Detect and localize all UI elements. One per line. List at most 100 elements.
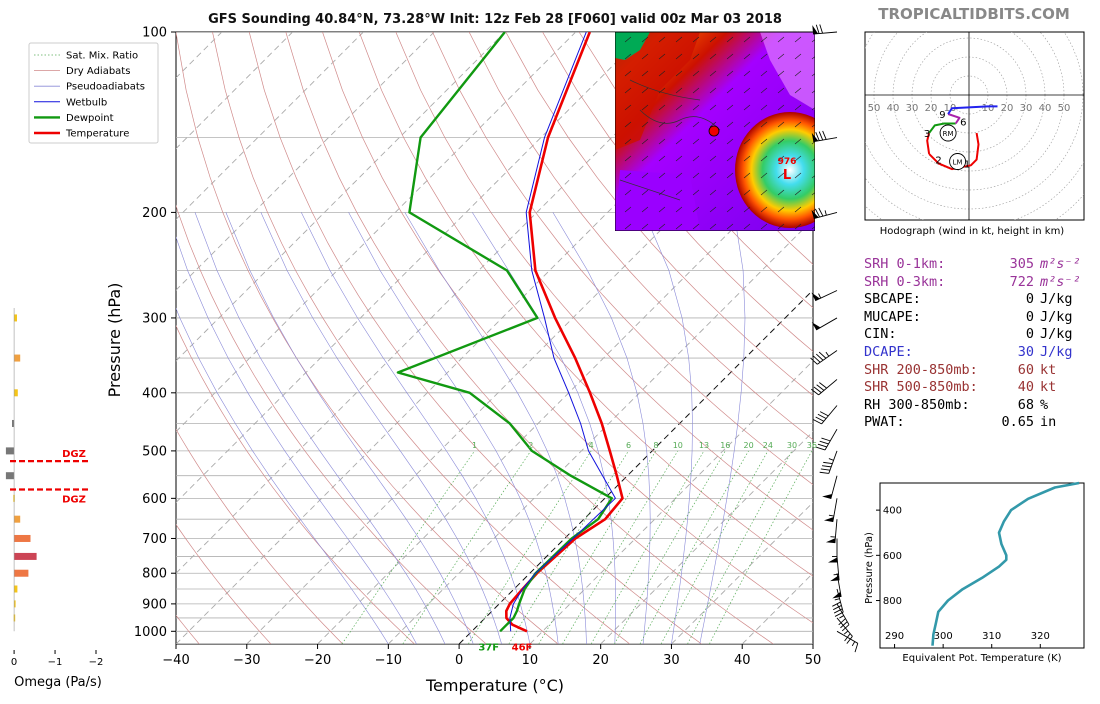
stat-value: 30 — [996, 344, 1034, 362]
wind-barb — [837, 604, 849, 631]
stat-value: 60 — [996, 362, 1034, 380]
y-tick-label: 100 — [142, 26, 167, 41]
hodograph-ring-label: 20 — [925, 103, 938, 114]
theta-e-x-tick-label: 310 — [982, 631, 1001, 642]
y-tick-label: 500 — [142, 444, 167, 459]
y-tick-label: 1000 — [134, 625, 167, 640]
hodograph-height-label: 9 — [939, 110, 945, 121]
hodograph-height-label: 2 — [935, 156, 941, 167]
omega-bar — [12, 420, 14, 427]
mixing-ratio-label: 16 — [720, 441, 730, 450]
stat-label: SRH 0-3km: — [864, 274, 996, 292]
omega-tick-label: −1 — [48, 657, 63, 668]
legend-label: Dewpoint — [66, 113, 114, 124]
x-tick-label: −20 — [304, 653, 331, 668]
y-axis-label: Pressure (hPa) — [105, 283, 124, 398]
mixing-ratio-label: 30 — [787, 441, 797, 450]
stat-unit: J/kg — [1040, 309, 1073, 325]
stat-label: CIN: — [864, 326, 996, 344]
omega-tick-label: −2 — [89, 657, 104, 668]
wind-barb — [824, 498, 837, 522]
hodograph-height-label: 3 — [924, 129, 930, 140]
hodograph-ring-label: 50 — [1058, 103, 1071, 114]
stat-value: 40 — [996, 379, 1034, 397]
theta-e-x-tick-label: 300 — [934, 631, 953, 642]
omega-bar — [14, 516, 20, 523]
mixing-ratio-label: 10 — [673, 441, 683, 450]
dgz-label: DGZ — [62, 495, 86, 506]
wind-barb — [811, 379, 837, 394]
omega-bar — [14, 314, 17, 321]
stat-label: RH 300-850mb: — [864, 397, 996, 415]
theta-e-x-label: Equivalent Pot. Temperature (K) — [902, 653, 1061, 664]
hodograph-caption: Hodograph (wind in kt, height in km) — [880, 226, 1065, 237]
theta-e-x-tick-label: 320 — [1031, 631, 1050, 642]
stat-value: 305 — [996, 256, 1034, 274]
legend-label: Pseudoadiabats — [66, 82, 145, 93]
omega-bar — [14, 586, 17, 593]
x-tick-label: 40 — [734, 653, 751, 668]
stat-unit: in — [1040, 414, 1056, 430]
hodograph-ring-label: 30 — [906, 103, 919, 114]
theta-e-plot: 290 300 310 320 400 600 800 — [876, 483, 1084, 648]
y-tick-label: 900 — [142, 597, 167, 612]
hodograph-ring-label: 40 — [887, 103, 900, 114]
wind-barb — [837, 618, 852, 644]
stat-label: SBCAPE: — [864, 291, 996, 309]
omega-plot: DGZ DGZ 0 −1 −2 — [6, 308, 103, 668]
wind-barb — [822, 476, 837, 499]
stat-unit: J/kg — [1040, 326, 1073, 342]
theta-e-y-tick-label: 400 — [883, 506, 902, 517]
watermark: TROPICALTIDBITS.COM — [878, 5, 1070, 23]
wind-barb — [826, 519, 837, 543]
stat-value: 68 — [996, 397, 1034, 415]
omega-bar — [6, 447, 14, 454]
storm-motion-label: LM — [953, 159, 963, 167]
y-tick-label: 700 — [142, 532, 167, 547]
theta-e-x-tick-label: 290 — [885, 631, 904, 642]
legend-label: Wetbulb — [66, 97, 107, 108]
mixing-ratio-label: 6 — [626, 441, 631, 450]
omega-bar — [14, 535, 30, 542]
dgz-label: DGZ — [62, 449, 86, 460]
mixing-ratio-label: 36 — [807, 441, 817, 450]
omega-x-label: Omega (Pa/s) — [14, 675, 102, 690]
hodograph-ring-label: 50 — [868, 103, 881, 114]
omega-tick-label: 0 — [11, 657, 17, 668]
mixing-ratio-label: 8 — [653, 441, 658, 450]
mixing-ratio-label: 13 — [699, 441, 709, 450]
stat-label: MUCAPE: — [864, 309, 996, 327]
omega-bar — [6, 472, 14, 479]
hodograph-ring-label: 30 — [1020, 103, 1033, 114]
theta-e-y-tick-label: 800 — [883, 596, 902, 607]
stat-label: SHR 500-850mb: — [864, 379, 996, 397]
low-pressure-symbol: L — [783, 168, 791, 183]
stat-unit: m²s⁻² — [1040, 274, 1081, 290]
stat-value: 0.65 — [996, 414, 1034, 432]
wind-barb — [811, 208, 837, 219]
x-tick-label: −40 — [162, 653, 189, 668]
legend-label: Sat. Mix. Ratio — [66, 51, 138, 62]
x-tick-label: 30 — [663, 653, 680, 668]
x-tick-label: 20 — [592, 653, 609, 668]
omega-bar — [14, 355, 20, 362]
stat-value: 0 — [996, 309, 1034, 327]
wind-barb — [812, 24, 837, 34]
y-tick-label: 200 — [142, 206, 167, 221]
y-tick-label: 600 — [142, 492, 167, 507]
wind-barb — [811, 351, 837, 365]
wind-barb — [820, 451, 837, 474]
omega-bar — [14, 553, 36, 560]
stat-unit: J/kg — [1040, 291, 1073, 307]
x-tick-label: 10 — [522, 653, 539, 668]
stat-label: SHR 200-850mb: — [864, 362, 996, 380]
omega-bar — [14, 389, 18, 396]
theta-e-y-tick-label: 600 — [883, 551, 902, 562]
wind-barb — [811, 291, 837, 301]
